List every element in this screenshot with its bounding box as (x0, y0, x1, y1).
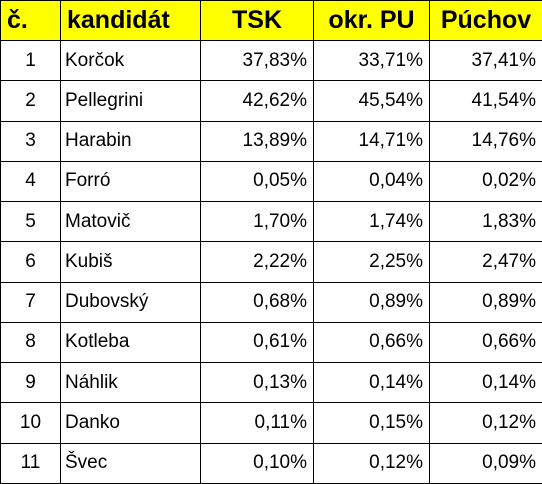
tsk-value: 0,61% (200, 321, 314, 364)
okr-pu-value: 0,15% (313, 402, 430, 444)
candidate-name: Kubiš (60, 241, 201, 283)
tsk-value: 37,83% (200, 39, 314, 82)
okr-pu-value: 1,74% (313, 201, 430, 243)
candidate-name: Matovič (60, 201, 201, 243)
tsk-value: 0,11% (200, 402, 314, 444)
row-number: 6 (0, 241, 61, 283)
okr-pu-value: 0,14% (313, 362, 430, 404)
header-candidate: kandidát (60, 0, 201, 41)
okr-pu-value: 0,04% (313, 160, 430, 203)
row-number: 9 (0, 362, 61, 404)
puchov-value: 0,89% (429, 281, 542, 323)
table-row: 3 Harabin 13,89% 14,71% 14,76% (0, 120, 542, 162)
puchov-value: 1,83% (429, 201, 542, 243)
candidate-name: Náhlik (60, 362, 201, 404)
table-row: 8 Kotleba 0,61% 0,66% 0,66% (0, 321, 542, 364)
puchov-value: 0,09% (429, 442, 542, 484)
candidate-name: Švec (60, 442, 201, 484)
tsk-value: 1,70% (200, 201, 314, 243)
tsk-value: 13,89% (200, 120, 314, 162)
table-row: 2 Pellegrini 42,62% 45,54% 41,54% (0, 80, 542, 122)
table-row: 5 Matovič 1,70% 1,74% 1,83% (0, 201, 542, 243)
candidate-name: Forró (60, 160, 201, 203)
header-puchov: Púchov (429, 0, 542, 41)
puchov-value: 0,02% (429, 160, 542, 203)
table-row: 1 Korčok 37,83% 33,71% 37,41% (0, 39, 542, 82)
row-number: 4 (0, 160, 61, 203)
header-okr-pu: okr. PU (313, 0, 430, 41)
row-number: 11 (0, 442, 61, 484)
table-row: 7 Dubovský 0,68% 0,89% 0,89% (0, 281, 542, 323)
tsk-value: 0,68% (200, 281, 314, 323)
candidate-name: Harabin (60, 120, 201, 162)
table-row: 6 Kubiš 2,22% 2,25% 2,47% (0, 241, 542, 283)
candidate-name: Dubovský (60, 281, 201, 323)
row-number: 2 (0, 80, 61, 122)
tsk-value: 2,22% (200, 241, 314, 283)
puchov-value: 41,54% (429, 80, 542, 122)
row-number: 8 (0, 321, 61, 364)
row-number: 10 (0, 402, 61, 444)
table-row: 4 Forró 0,05% 0,04% 0,02% (0, 160, 542, 203)
table-row: 11 Švec 0,10% 0,12% 0,09% (0, 442, 542, 484)
tsk-value: 42,62% (200, 80, 314, 122)
tsk-value: 0,05% (200, 160, 314, 203)
header-row: č. kandidát TSK okr. PU Púchov (0, 0, 542, 41)
row-number: 7 (0, 281, 61, 323)
header-number: č. (0, 0, 61, 41)
candidate-name: Danko (60, 402, 201, 444)
okr-pu-value: 45,54% (313, 80, 430, 122)
puchov-value: 0,66% (429, 321, 542, 364)
okr-pu-value: 14,71% (313, 120, 430, 162)
puchov-value: 0,14% (429, 362, 542, 404)
table-row: 10 Danko 0,11% 0,15% 0,12% (0, 402, 542, 444)
okr-pu-value: 0,12% (313, 442, 430, 484)
okr-pu-value: 0,66% (313, 321, 430, 364)
okr-pu-value: 33,71% (313, 39, 430, 82)
row-number: 5 (0, 201, 61, 243)
candidate-name: Pellegrini (60, 80, 201, 122)
row-number: 3 (0, 120, 61, 162)
table-row: 9 Náhlik 0,13% 0,14% 0,14% (0, 362, 542, 404)
puchov-value: 0,12% (429, 402, 542, 444)
puchov-value: 37,41% (429, 39, 542, 82)
puchov-value: 2,47% (429, 241, 542, 283)
candidate-name: Korčok (60, 39, 201, 82)
tsk-value: 0,13% (200, 362, 314, 404)
okr-pu-value: 0,89% (313, 281, 430, 323)
okr-pu-value: 2,25% (313, 241, 430, 283)
row-number: 1 (0, 39, 61, 82)
tsk-value: 0,10% (200, 442, 314, 484)
puchov-value: 14,76% (429, 120, 542, 162)
header-tsk: TSK (200, 0, 314, 41)
candidate-name: Kotleba (60, 321, 201, 364)
